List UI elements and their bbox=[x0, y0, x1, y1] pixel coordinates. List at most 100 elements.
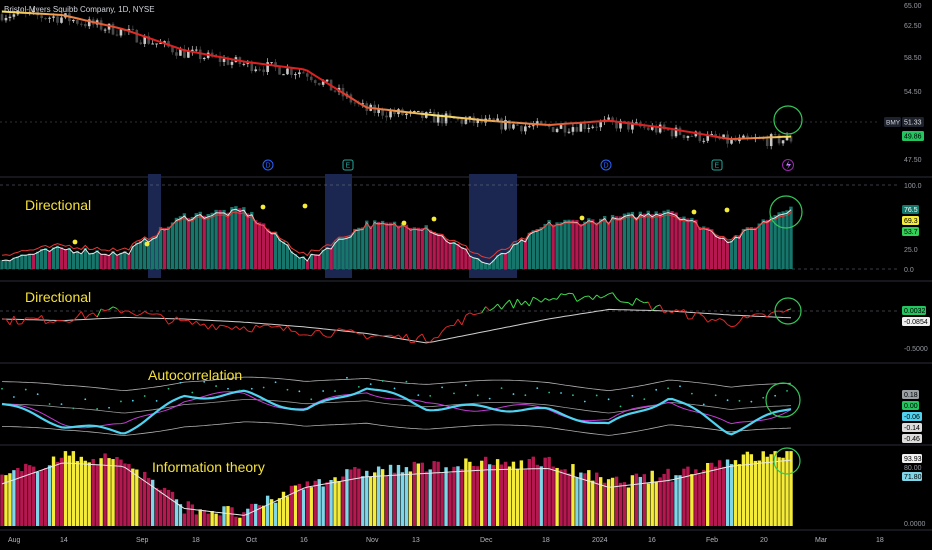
information-bar bbox=[539, 466, 543, 526]
histogram-bar bbox=[392, 221, 397, 269]
oscillator-segment bbox=[243, 326, 249, 332]
dividend-marker[interactable] bbox=[600, 159, 612, 171]
x-tick-label: Aug bbox=[8, 537, 21, 544]
histogram-bar bbox=[618, 216, 623, 269]
candle-body bbox=[686, 135, 690, 138]
oscillator-segment bbox=[405, 334, 411, 343]
information-bar bbox=[198, 509, 202, 526]
oscillator-segment bbox=[128, 310, 134, 315]
histogram-bar bbox=[749, 227, 754, 269]
information-bar bbox=[87, 462, 91, 526]
histogram-bar bbox=[254, 220, 258, 269]
oscillator-segment bbox=[473, 313, 478, 316]
information-bar bbox=[174, 499, 179, 526]
candle-body bbox=[432, 111, 436, 123]
histogram-bar bbox=[511, 243, 516, 269]
information-bar bbox=[162, 487, 167, 526]
information-bar bbox=[591, 480, 595, 526]
oscillator-segment bbox=[73, 316, 78, 321]
candle-body bbox=[309, 76, 313, 81]
dividend-marker[interactable] bbox=[262, 159, 274, 171]
information-bar bbox=[222, 506, 226, 526]
oscillator-segment bbox=[536, 298, 542, 303]
histogram-bar bbox=[202, 215, 206, 269]
information-bar bbox=[178, 504, 183, 526]
oscillator-segment bbox=[489, 307, 494, 312]
directional-average-line bbox=[1, 211, 792, 259]
event-markers: D E D E bbox=[262, 159, 794, 171]
information-bar bbox=[487, 464, 492, 526]
histogram-bar bbox=[333, 241, 337, 269]
oscillator-segment bbox=[445, 325, 451, 328]
oscillator-segment bbox=[727, 324, 732, 328]
information-bar bbox=[313, 480, 317, 526]
information-bar bbox=[0, 474, 4, 526]
autocorr-dot bbox=[155, 400, 158, 402]
x-tick-label: 14 bbox=[60, 537, 68, 544]
histogram-bar bbox=[83, 247, 87, 269]
candle-body bbox=[591, 126, 595, 128]
candle-body bbox=[734, 138, 737, 142]
oscillator-segment bbox=[533, 296, 538, 300]
earnings-marker[interactable] bbox=[711, 159, 723, 171]
candle-body bbox=[460, 118, 464, 124]
candle-body bbox=[555, 128, 559, 132]
information-bar bbox=[658, 477, 662, 526]
information-bar bbox=[166, 490, 171, 526]
information-bar bbox=[432, 461, 436, 526]
histogram-bar bbox=[614, 216, 619, 269]
oscillator-segment bbox=[346, 329, 352, 332]
histogram-bar bbox=[440, 234, 444, 269]
oscillator-segment bbox=[259, 324, 264, 328]
candle-body bbox=[270, 62, 273, 64]
autocorr-dot bbox=[774, 394, 777, 397]
information-bar bbox=[12, 470, 16, 526]
histogram-bar bbox=[531, 230, 535, 269]
histogram-bar bbox=[567, 219, 571, 269]
value-badge bbox=[902, 306, 926, 315]
directional-histogram-pane: Directional 100.0 25.0 0.0 76.5 69.3 53.… bbox=[0, 174, 922, 278]
oscillator-segment bbox=[13, 315, 19, 325]
candle-body bbox=[654, 126, 658, 133]
histogram-bar bbox=[198, 211, 202, 269]
information-bar bbox=[745, 451, 750, 526]
candle-body bbox=[512, 124, 515, 129]
autocorr-dot bbox=[36, 393, 39, 396]
candle-body bbox=[183, 48, 186, 58]
autocorr-dot bbox=[595, 394, 598, 397]
information-bar bbox=[353, 467, 357, 526]
oscillator-segment bbox=[457, 318, 463, 326]
information-bar bbox=[614, 476, 619, 526]
histogram-bar bbox=[642, 213, 647, 269]
information-bar bbox=[662, 473, 666, 526]
information-bar bbox=[424, 471, 428, 526]
earnings-marker[interactable] bbox=[342, 159, 354, 171]
information-bar bbox=[468, 461, 472, 526]
oscillator-segment bbox=[227, 326, 233, 330]
candle-body bbox=[567, 131, 571, 133]
histogram-bar bbox=[353, 228, 357, 269]
histogram-bar bbox=[436, 233, 440, 269]
histogram-bar bbox=[491, 260, 496, 269]
autocorr-dot bbox=[48, 403, 51, 405]
candle-body bbox=[488, 118, 491, 120]
candle-body bbox=[274, 62, 277, 68]
candle-body bbox=[143, 36, 147, 44]
candle-body bbox=[218, 56, 222, 62]
candle-body bbox=[789, 135, 793, 142]
autocorr-dot bbox=[762, 396, 765, 399]
information-bar bbox=[733, 460, 738, 526]
split-marker[interactable] bbox=[782, 159, 794, 171]
histogram-bar bbox=[119, 252, 123, 269]
histogram-bar bbox=[246, 213, 250, 269]
oscillator-segment bbox=[751, 313, 756, 317]
oscillator-segment bbox=[735, 321, 740, 327]
autocorr-dot bbox=[690, 392, 693, 395]
oscillator-segment bbox=[719, 318, 724, 321]
oscillator-segment bbox=[481, 306, 487, 314]
candle-body bbox=[631, 122, 634, 130]
autocorr-dot bbox=[60, 403, 63, 406]
information-bar bbox=[583, 473, 587, 526]
value-badge bbox=[902, 227, 919, 236]
histogram-bar bbox=[51, 247, 56, 269]
